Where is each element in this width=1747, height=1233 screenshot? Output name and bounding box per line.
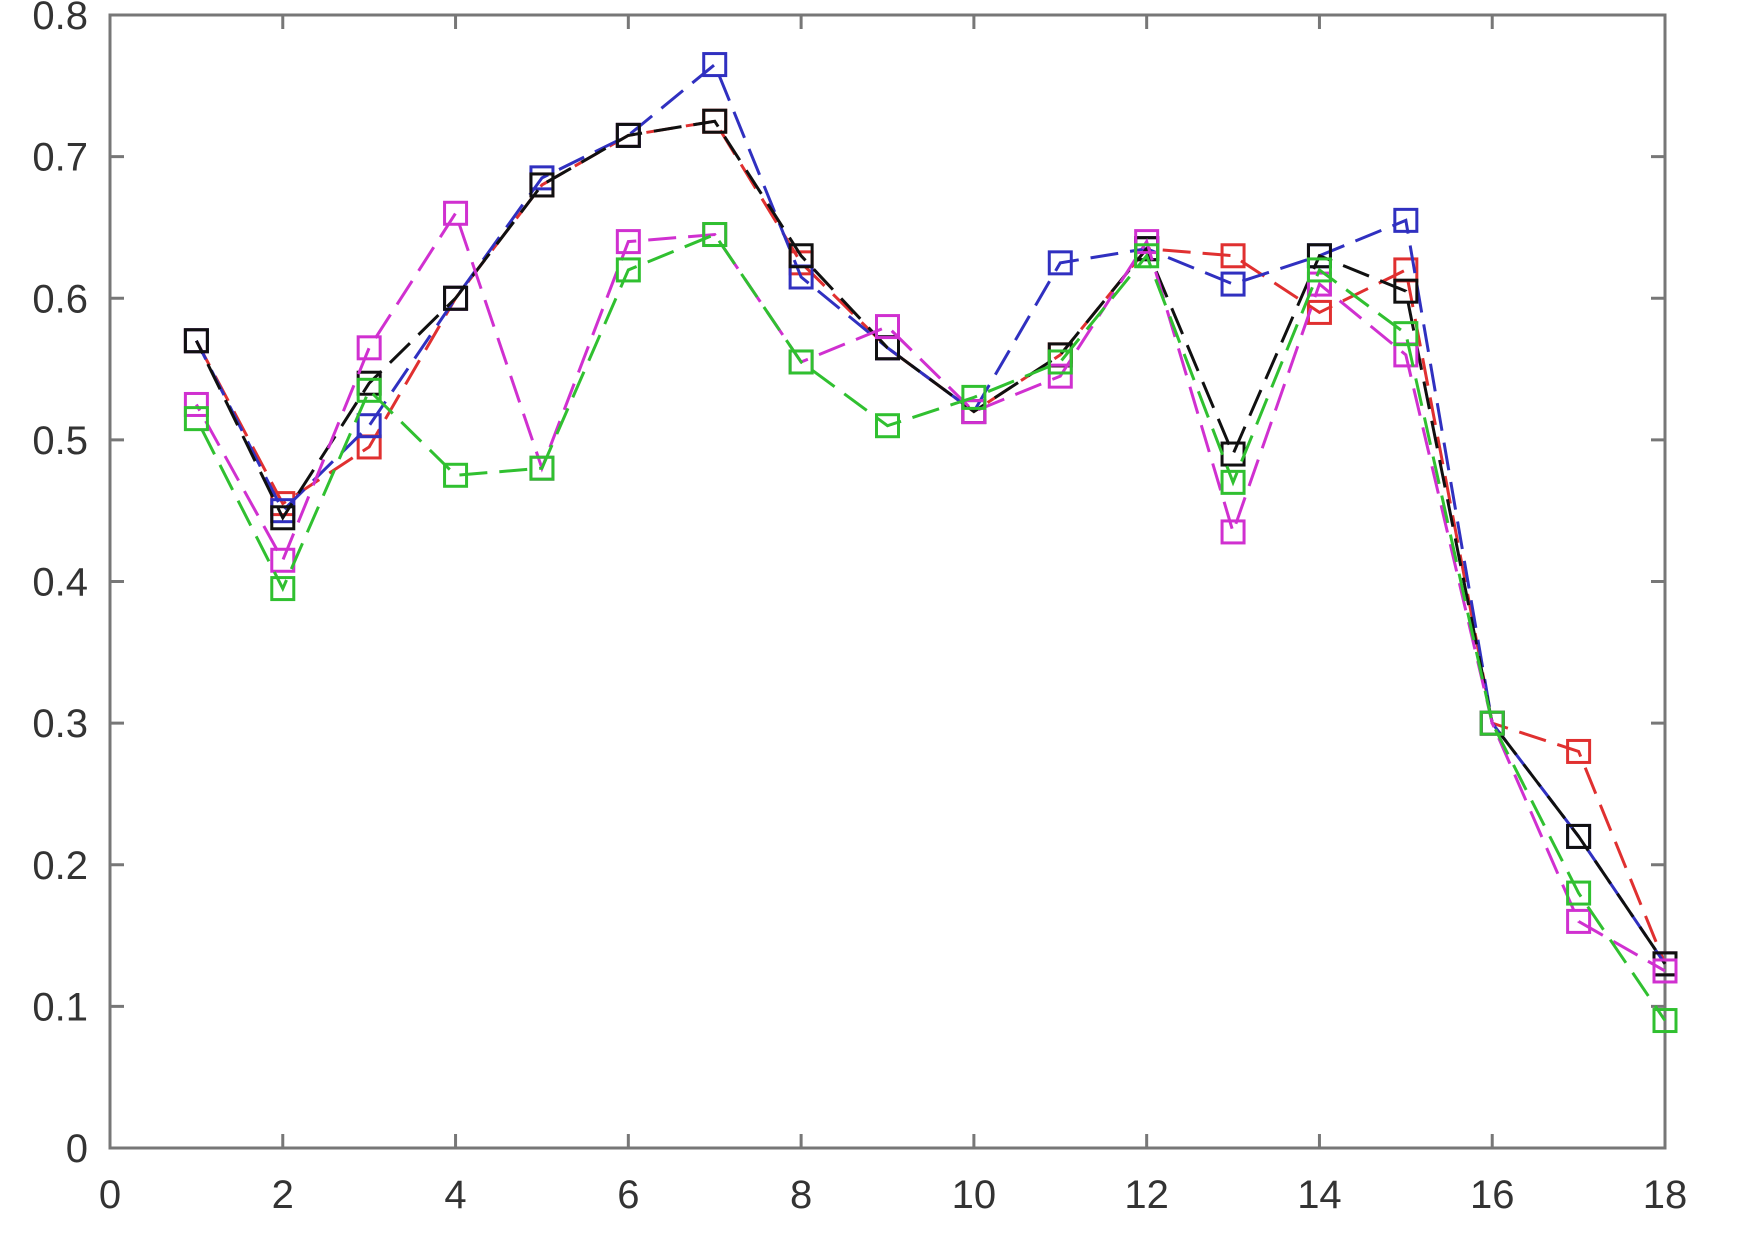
data-point-marker [1134, 243, 1160, 269]
series-line [195, 119, 1667, 965]
x-tick-label: 12 [1124, 1173, 1169, 1217]
data-point-marker [1479, 710, 1505, 736]
data-point-marker [270, 505, 296, 531]
x-tick-label: 2 [272, 1173, 294, 1217]
data-point-marker [443, 285, 469, 311]
data-point-marker [270, 576, 296, 602]
data-point-marker [1047, 349, 1073, 375]
y-tick-label: 0.7 [32, 136, 88, 180]
data-point-marker [356, 377, 382, 403]
tick-labels: 0 2 4 6 8 10 12 14 16 18 0 0.1 0.2 0.3 0.4 0.5 0.6 0.7 0.8 [32, 0, 1687, 1217]
series-line [195, 209, 1666, 973]
data-point-marker [615, 229, 641, 255]
data-point-marker [1566, 738, 1592, 764]
data-point-marker [1652, 958, 1678, 984]
series-group [183, 52, 1678, 1034]
data-point-marker [788, 349, 814, 375]
x-tick-label: 16 [1470, 1173, 1515, 1217]
data-point-marker [1047, 250, 1073, 276]
series-line [195, 232, 1667, 1022]
data-point-marker [183, 406, 209, 432]
data-point-marker [702, 52, 728, 78]
y-tick-label: 0.4 [32, 561, 88, 605]
data-point-marker [615, 122, 641, 148]
y-tick-label: 0.1 [32, 985, 88, 1029]
x-tick-label: 10 [952, 1173, 997, 1217]
data-point-marker [1220, 469, 1246, 495]
data-point-marker [875, 413, 900, 439]
y-tick-label: 0.8 [32, 0, 88, 38]
data-point-marker [1393, 207, 1419, 233]
data-point-marker [356, 335, 382, 361]
data-point-marker [1306, 257, 1332, 283]
data-point-marker [788, 243, 814, 269]
data-point-marker [529, 455, 555, 481]
y-tick-label: 0 [66, 1127, 88, 1171]
y-tick-label: 0.3 [32, 702, 88, 746]
y-tick-label: 0.5 [32, 419, 88, 463]
data-point-marker [961, 384, 987, 410]
x-tick-label: 18 [1643, 1173, 1688, 1217]
data-point-marker [1566, 823, 1592, 849]
data-point-marker [1566, 880, 1592, 906]
y-tick-label: 0.6 [32, 277, 88, 321]
data-point-marker [183, 391, 209, 417]
x-tick-label: 14 [1297, 1173, 1342, 1217]
data-point-marker [1220, 519, 1246, 545]
data-point-marker [443, 200, 469, 226]
data-point-marker [1047, 363, 1073, 389]
x-tick-label: 4 [444, 1173, 466, 1217]
data-point-marker [961, 399, 987, 425]
data-point-marker [1220, 271, 1246, 297]
data-point-marker [1393, 278, 1419, 304]
data-point-marker [615, 257, 641, 283]
y-tick-label: 0.2 [32, 844, 88, 888]
series-5 [183, 222, 1678, 1034]
data-point-marker [875, 314, 900, 340]
data-point-marker [702, 222, 728, 248]
data-point-marker [1566, 908, 1592, 934]
x-tick-label: 8 [790, 1173, 812, 1217]
x-tick-label: 0 [99, 1173, 121, 1217]
data-point-marker [443, 462, 469, 488]
data-point-marker [529, 172, 555, 198]
data-point-marker [183, 328, 209, 354]
data-point-marker [1134, 229, 1160, 255]
x-tick-label: 6 [617, 1173, 639, 1217]
data-point-marker [1220, 243, 1246, 269]
data-point-marker [702, 108, 728, 134]
data-point-marker [1393, 321, 1419, 347]
data-point-marker [1652, 1008, 1678, 1034]
data-point-marker [356, 413, 382, 439]
data-point-marker [1306, 243, 1332, 269]
axes [108, 13, 1667, 1150]
